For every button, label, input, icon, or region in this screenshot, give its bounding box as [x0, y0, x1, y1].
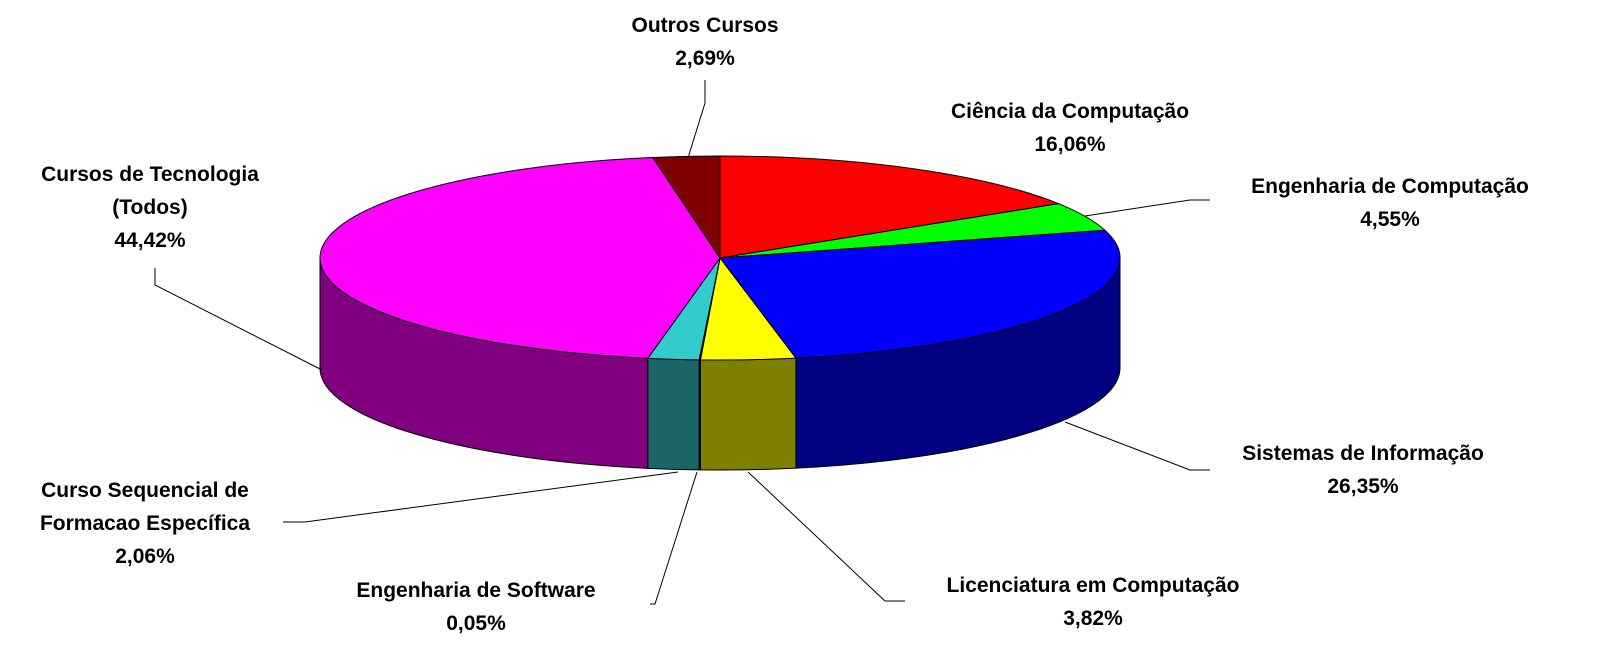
slices: [319, 155, 1121, 471]
slice-label: Licenciatura em Computação 3,82%: [893, 569, 1293, 635]
category-name: Cursos de Tecnologia (Todos): [41, 163, 259, 219]
leader-line: [1084, 199, 1210, 217]
category-name: Sistemas de Informação: [1242, 442, 1484, 465]
value-label: 4,55%: [1360, 208, 1420, 231]
leader-line: [154, 268, 323, 371]
value-label: 2,69%: [675, 47, 735, 70]
slice-side: [647, 357, 700, 471]
slice-side: [699, 357, 797, 471]
value-label: 3,82%: [1063, 607, 1123, 630]
slice: [651, 155, 721, 260]
slice-label: Outros Cursos 2,69%: [595, 9, 815, 75]
value-label: 0,05%: [446, 612, 506, 635]
leader-line: [650, 471, 698, 605]
leader-line: [283, 471, 679, 523]
tops: [319, 155, 1121, 361]
leader-line: [687, 80, 706, 159]
value-label: 16,06%: [1034, 133, 1106, 156]
slice: [319, 156, 721, 359]
category-name: Licenciatura em Computação: [946, 574, 1240, 597]
category-name: Outros Cursos: [631, 14, 779, 37]
slice-label: Cursos de Tecnologia (Todos) 44,42%: [5, 158, 295, 257]
slice-label: Sistemas de Informação 26,35%: [1203, 437, 1523, 503]
slice-label: Curso Sequencial de Formacao Específica 2…: [0, 474, 290, 573]
value-label: 44,42%: [114, 229, 186, 252]
leader-line: [1064, 421, 1210, 471]
category-name: Curso Sequencial de Formacao Específica: [39, 479, 251, 535]
category-name: Engenharia de Software: [356, 579, 596, 602]
slice-label: Engenharia de Software 0,05%: [316, 574, 636, 640]
category-name: Ciência da Computação: [950, 100, 1190, 123]
slice-label: Ciência da Computação 16,06%: [910, 95, 1230, 161]
value-label: 2,06%: [115, 545, 175, 568]
slice: [719, 155, 1061, 259]
slice-label: Engenharia de Computação 4,55%: [1210, 170, 1570, 236]
slice: [719, 229, 1121, 359]
category-name: Engenharia de Computação: [1251, 175, 1529, 198]
value-label: 26,35%: [1327, 475, 1399, 498]
leader-line: [747, 471, 905, 602]
leader-lines: [154, 80, 1210, 605]
